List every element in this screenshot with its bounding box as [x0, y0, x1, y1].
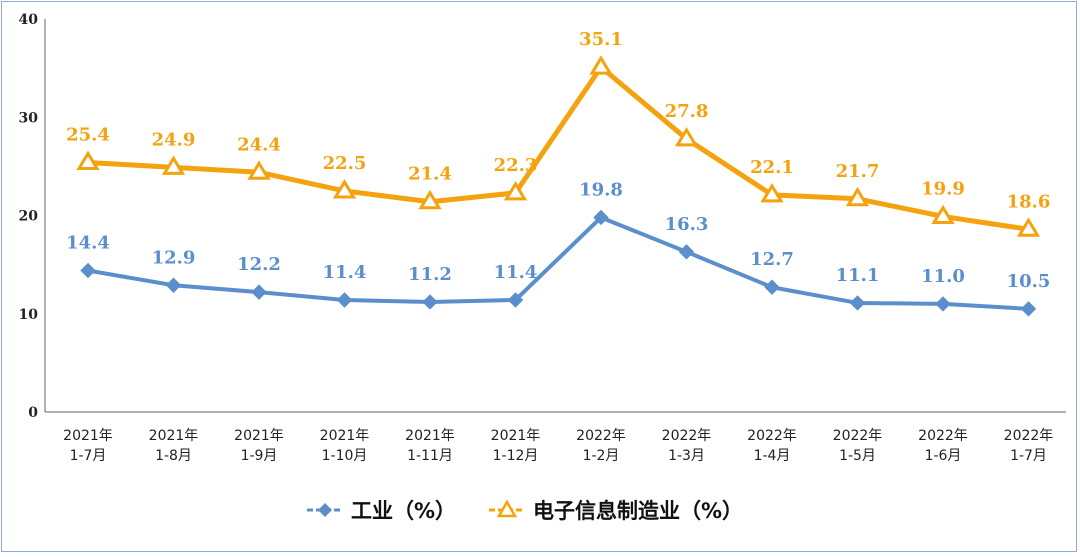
- data-point-marker: [251, 284, 267, 300]
- x-tick-label: 1-12月: [493, 448, 539, 464]
- data-label: 25.4: [66, 124, 110, 145]
- data-point-marker: [332, 179, 357, 199]
- x-tick-label: 1-11月: [407, 448, 453, 464]
- x-tick-label: 1-6月: [925, 448, 962, 464]
- data-point-marker: [760, 182, 784, 203]
- data-label: 11.4: [323, 262, 367, 283]
- x-tick-label: 2022年: [918, 428, 968, 444]
- y-tick-label: 40: [19, 12, 39, 28]
- x-tick-label: 1-8月: [155, 448, 192, 464]
- series-line: [87, 215, 1029, 311]
- data-point-marker: [845, 186, 870, 207]
- data-label: 21.4: [408, 164, 452, 185]
- legend-label: 电子信息制造业（%）: [533, 499, 743, 523]
- data-label: 12.7: [750, 249, 794, 270]
- x-tick-label: 2021年: [491, 428, 541, 444]
- data-label: 16.3: [665, 214, 709, 235]
- x-tick-label: 1-3月: [668, 448, 705, 464]
- data-label: 19.9: [921, 178, 965, 199]
- x-tick-label: 1-9月: [241, 448, 278, 464]
- x-tick-label: 2022年: [576, 428, 626, 444]
- data-label: 18.6: [1007, 191, 1051, 212]
- x-tick-label: 2021年: [320, 428, 370, 444]
- legend-swatch-marker: [318, 503, 332, 517]
- data-point-marker: [76, 150, 100, 170]
- data-label: 11.1: [836, 265, 880, 286]
- y-tick-label: 20: [19, 209, 39, 225]
- y-tick-label: 30: [19, 110, 39, 126]
- series-line: [87, 64, 1029, 232]
- data-point-marker: [165, 277, 182, 293]
- data-label: 11.2: [408, 264, 452, 285]
- data-label: 11.0: [921, 266, 965, 287]
- data-point-marker: [503, 180, 528, 201]
- data-label: 24.4: [237, 134, 281, 155]
- data-point-marker: [849, 295, 866, 311]
- data-point-marker: [418, 189, 442, 210]
- x-tick-label: 2022年: [747, 428, 797, 444]
- data-point-marker: [1020, 301, 1037, 317]
- x-tick-label: 1-2月: [583, 448, 620, 464]
- data-point-marker: [161, 155, 186, 175]
- y-tick-label: 10: [19, 307, 39, 323]
- data-label: 22.1: [750, 157, 794, 178]
- data-label: 22.3: [494, 155, 538, 176]
- x-tick-label: 1-10月: [322, 448, 368, 464]
- data-label: 14.4: [66, 233, 110, 254]
- data-point-marker: [247, 160, 271, 180]
- y-tick-label: 0: [28, 405, 38, 421]
- data-point-marker: [593, 209, 609, 226]
- x-tick-label: 1-7月: [1010, 448, 1047, 464]
- x-tick-label: 1-7月: [70, 448, 107, 464]
- data-label: 22.5: [323, 153, 367, 174]
- data-point-marker: [80, 262, 96, 279]
- x-tick-label: 2021年: [63, 428, 113, 444]
- data-label: 12.9: [152, 247, 196, 268]
- x-tick-label: 2022年: [833, 428, 883, 444]
- x-tick-label: 2021年: [405, 428, 455, 444]
- x-tick-label: 1-5月: [839, 448, 876, 464]
- data-label: 27.8: [665, 101, 709, 122]
- legend-label: 工业（%）: [351, 499, 456, 523]
- data-label: 12.2: [237, 254, 281, 275]
- legend-swatch-marker: [496, 499, 518, 518]
- x-tick-label: 2021年: [234, 428, 284, 444]
- data-point-marker: [507, 292, 524, 308]
- data-label: 10.5: [1007, 271, 1051, 292]
- data-label: 19.8: [579, 179, 623, 200]
- data-point-marker: [931, 204, 955, 224]
- x-tick-label: 2021年: [149, 428, 199, 444]
- data-point-marker: [764, 279, 780, 295]
- data-label: 21.7: [836, 161, 880, 182]
- x-tick-label: 2022年: [662, 428, 712, 444]
- data-point-marker: [674, 126, 699, 147]
- data-point-marker: [422, 294, 438, 310]
- data-label: 11.4: [494, 262, 538, 283]
- x-tick-label: 1-4月: [754, 448, 791, 464]
- data-label: 24.9: [152, 129, 196, 150]
- data-point-marker: [935, 296, 951, 312]
- data-point-marker: [589, 55, 613, 75]
- data-label: 35.1: [579, 29, 623, 50]
- data-point-marker: [678, 244, 695, 260]
- data-point-marker: [1016, 217, 1041, 237]
- x-tick-label: 2022年: [1004, 428, 1054, 444]
- data-point-marker: [336, 292, 353, 308]
